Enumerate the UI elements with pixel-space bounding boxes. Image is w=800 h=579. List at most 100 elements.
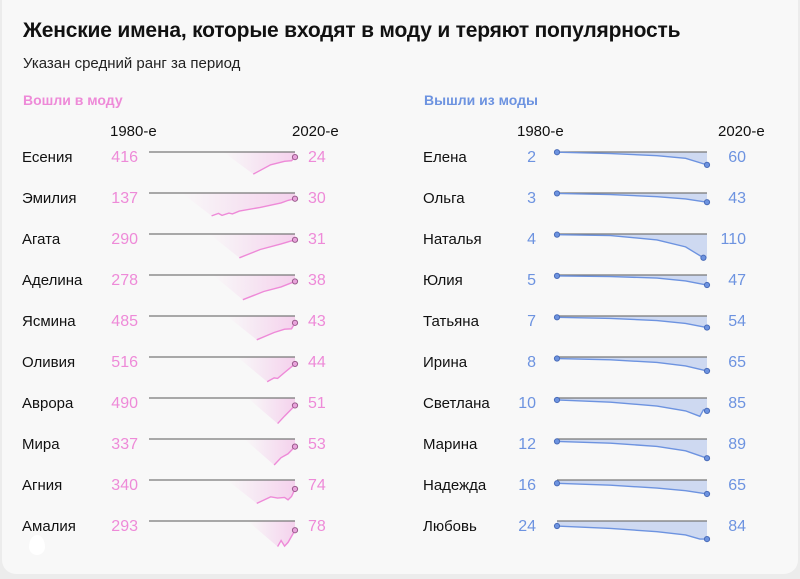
start-rank-value: 12 (518, 436, 536, 453)
end-rank-value: 85 (728, 395, 746, 412)
start-rank-value: 4 (527, 231, 536, 248)
start-rank-value: 10 (518, 395, 536, 412)
sparkline-line (256, 488, 296, 504)
sparkline-fill (557, 234, 707, 258)
sparkline (553, 396, 711, 418)
sparkline-fill (557, 275, 707, 286)
chart-row: Ольга 3 43 (2, 190, 800, 220)
chart-row: Амалия 293 78 (2, 518, 800, 548)
end-rank-value: 47 (728, 272, 746, 289)
sparkline-fill (244, 439, 295, 465)
sparkline (553, 149, 711, 168)
start-rank-value: 137 (111, 190, 138, 207)
name-label: Оливия (22, 354, 76, 371)
sparkline (149, 356, 299, 383)
sparkline (149, 438, 299, 466)
start-dot (553, 396, 561, 404)
sparkline (553, 479, 711, 498)
name-label: Мира (22, 436, 60, 453)
chart-row: Эмилия 137 30 (2, 190, 800, 220)
end-dot (700, 254, 707, 261)
sparkline-fill (557, 316, 707, 328)
end-dot (703, 367, 711, 375)
sparkline-line (556, 316, 708, 329)
name-label: Аделина (22, 272, 83, 289)
sparkline-line (556, 482, 708, 495)
sparkline-line (556, 151, 708, 166)
end-dot (291, 195, 299, 202)
end-dot (703, 281, 711, 289)
sparkline (149, 479, 299, 504)
start-dot (553, 480, 561, 487)
start-rank-value: 24 (518, 518, 536, 535)
sparkline-line (273, 446, 296, 466)
start-rank-value: 8 (527, 354, 536, 371)
end-dot (291, 360, 299, 368)
col-end-header: 2020-е (718, 123, 765, 140)
start-dot (553, 190, 561, 197)
end-rank-value: 30 (308, 190, 326, 207)
start-rank-value: 2 (527, 149, 536, 166)
end-dot (291, 402, 299, 409)
sparkline-line (556, 440, 708, 459)
end-dot (291, 527, 299, 534)
sparkline-line (242, 280, 296, 301)
start-rank-value: 3 (527, 190, 536, 207)
chart-row: Мира 337 53 (2, 436, 800, 466)
name-label: Светлана (423, 395, 490, 412)
sparkline-line (556, 192, 708, 203)
page-title: Женские имена, которые входят в моду и т… (23, 19, 681, 42)
sparkline-fill (557, 439, 707, 459)
end-dot (291, 154, 299, 161)
sparkline-fill (209, 234, 295, 258)
sparkline-line (211, 198, 296, 217)
end-rank-value: 89 (728, 436, 746, 453)
sparkline-fill (557, 480, 707, 494)
end-dot (291, 236, 299, 243)
panel-title-trending: Вошли в моду (23, 92, 123, 108)
sparkline-line (556, 233, 704, 259)
start-dot (553, 272, 561, 279)
chart-row: Агния 340 74 (2, 477, 800, 507)
start-dot (553, 149, 561, 156)
end-rank-value: 43 (308, 313, 326, 330)
name-label: Эмилия (22, 190, 77, 207)
start-rank-value: 5 (527, 272, 536, 289)
end-rank-value: 51 (308, 395, 326, 412)
col-end-header: 2020-е (292, 123, 339, 140)
start-dot (553, 231, 561, 238)
sparkline (553, 272, 711, 289)
sparkline (149, 274, 299, 301)
end-rank-value: 65 (728, 354, 746, 371)
sparkline (149, 233, 299, 259)
name-label: Есения (22, 149, 73, 166)
sparkline (149, 151, 299, 175)
sparkline (553, 314, 711, 331)
chart-row: Наталья 4 110 (2, 231, 800, 261)
name-label: Надежда (423, 477, 487, 494)
col-start-header: 1980-е (110, 123, 157, 140)
sparkline-fill (557, 398, 707, 417)
start-rank-value: 516 (111, 354, 138, 371)
start-rank-value: 485 (111, 313, 138, 330)
sparkline (149, 397, 299, 425)
name-label: Любовь (423, 518, 477, 535)
end-rank-value: 65 (728, 477, 746, 494)
chart-row: Любовь 24 84 (2, 518, 800, 548)
chart-row: Аделина 278 38 (2, 272, 800, 302)
sparkline (553, 438, 711, 462)
start-rank-value: 278 (111, 272, 138, 289)
end-rank-value: 74 (308, 477, 326, 494)
sparkline-line (252, 156, 296, 175)
sparkline (553, 355, 711, 375)
start-rank-value: 490 (111, 395, 138, 412)
chart-row: Есения 416 24 (2, 149, 800, 179)
start-rank-value: 16 (518, 477, 536, 494)
end-dot (703, 199, 711, 206)
end-dot (703, 161, 711, 168)
sparkline-fill (247, 521, 295, 547)
name-label: Ирина (423, 354, 468, 371)
end-rank-value: 54 (728, 313, 746, 330)
chart-row: Марина 12 89 (2, 436, 800, 466)
